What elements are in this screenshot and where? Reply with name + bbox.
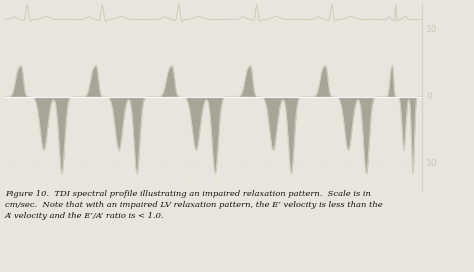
Text: Figure 10.  TDI spectral profile illustrating an impaired relaxation pattern.  S: Figure 10. TDI spectral profile illustra… <box>5 190 383 220</box>
Text: E': E' <box>184 176 197 189</box>
Text: 10: 10 <box>426 25 438 34</box>
Text: 10: 10 <box>426 159 438 168</box>
Text: 0: 0 <box>426 92 432 101</box>
Text: A': A' <box>213 176 226 189</box>
